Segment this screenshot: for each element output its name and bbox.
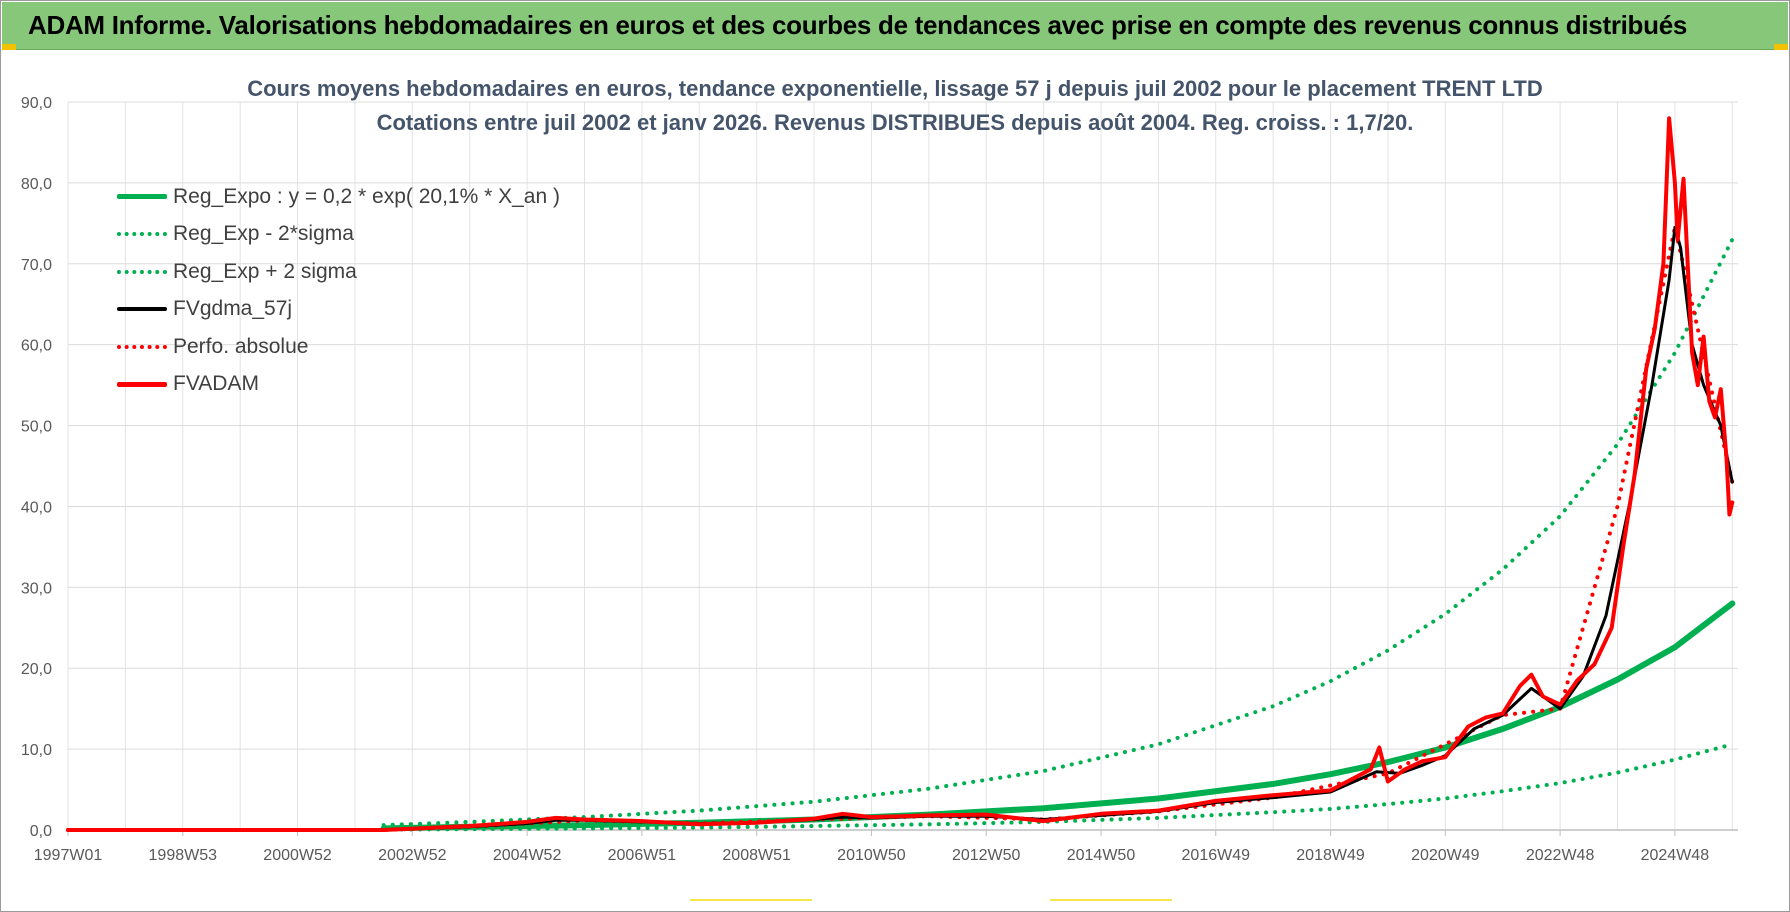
x-tick-label: 2022W48	[1526, 847, 1595, 864]
legend-item: FVgdma_57j	[117, 291, 560, 329]
grid-lines	[67, 101, 1738, 831]
series-line-fvadam	[66, 116, 1735, 832]
series-lines	[66, 116, 1736, 832]
line-chart: 0,0 10,0 20,0 30,0 40,0 50,0 60,0 70,0 80,0 90,0 1…	[21, 95, 1738, 864]
bottom-marker	[690, 899, 812, 901]
legend-swatch	[117, 194, 167, 200]
x-tick-label: 2004W52	[493, 847, 562, 864]
legend-label: FVgdma_57j	[173, 297, 293, 321]
legend-swatch	[117, 307, 167, 312]
series-line-reg-exp-2-sigma	[381, 742, 1735, 832]
legend-label: FVADAM	[173, 372, 259, 396]
y-tick-label: 40,0	[21, 499, 52, 516]
y-tick-label: 0,0	[30, 823, 52, 840]
y-tick-label: 90,0	[21, 95, 52, 112]
legend-item: Reg_Exp - 2*sigma	[117, 216, 560, 254]
legend-swatch	[117, 344, 167, 349]
x-tick-label: 2006W51	[608, 847, 677, 864]
y-tick-label: 60,0	[21, 338, 52, 355]
legend-item: Perfo. absolue	[117, 328, 560, 366]
y-tick-label: 50,0	[21, 419, 52, 436]
legend-item: Reg_Exp + 2 sigma	[117, 253, 560, 291]
chart-title: Cours moyens hebdomadaires en euros, ten…	[247, 76, 1543, 101]
series-line-reg-expo-y-0-2-exp-20-1-x-an	[380, 600, 1736, 832]
legend-label: Reg_Exp + 2 sigma	[173, 259, 357, 283]
legend-swatch	[117, 232, 167, 237]
x-tick-label: 2014W50	[1067, 847, 1136, 864]
legend-item: FVADAM	[117, 366, 560, 404]
report-title: ADAM Informe. Valorisations hebdomadaire…	[28, 10, 1688, 40]
x-tick-label: 2010W50	[837, 847, 906, 864]
legend-item: Reg_Expo : y = 0,2 * exp( 20,1% * X_an )	[117, 178, 560, 216]
chart-subtitle: Cotations entre juil 2002 et janv 2026. …	[376, 110, 1414, 135]
x-tick-label: 2002W52	[378, 847, 447, 864]
legend-swatch	[117, 381, 167, 387]
x-tick-label: 2018W49	[1296, 847, 1365, 864]
chart-legend: Reg_Expo : y = 0,2 * exp( 20,1% * X_an )…	[117, 178, 560, 403]
corner-marker	[2, 44, 16, 50]
x-tick-label: 1997W01	[34, 847, 103, 864]
y-tick-label: 80,0	[21, 176, 52, 193]
report-banner: ADAM Informe. Valorisations hebdomadaire…	[2, 2, 1788, 50]
x-tick-label: 2008W51	[722, 847, 791, 864]
x-tick-label: 2024W48	[1641, 847, 1710, 864]
legend-label: Reg_Expo : y = 0,2 * exp( 20,1% * X_an )	[173, 184, 560, 208]
legend-label: Perfo. absolue	[173, 334, 309, 358]
x-tick-label: 2020W49	[1411, 847, 1480, 864]
x-tick-label: 2000W52	[263, 847, 332, 864]
x-tick-label: 2012W50	[952, 847, 1021, 864]
chart-area: 0,0 10,0 20,0 30,0 40,0 50,0 60,0 70,0 80,0 90,0 1…	[0, 50, 1790, 912]
y-tick-label: 70,0	[21, 257, 52, 274]
x-tick-label: 2016W49	[1182, 847, 1251, 864]
legend-label: Reg_Exp - 2*sigma	[173, 222, 354, 246]
y-tick-label: 10,0	[21, 742, 52, 759]
legend-swatch	[117, 269, 167, 274]
x-tick-label: 1998W53	[149, 847, 218, 864]
series-line-reg-exp-2-sigma	[381, 237, 1735, 828]
y-tick-label: 30,0	[21, 580, 52, 597]
bottom-marker	[1050, 899, 1172, 901]
corner-marker	[1774, 44, 1788, 50]
y-tick-label: 20,0	[21, 661, 52, 678]
